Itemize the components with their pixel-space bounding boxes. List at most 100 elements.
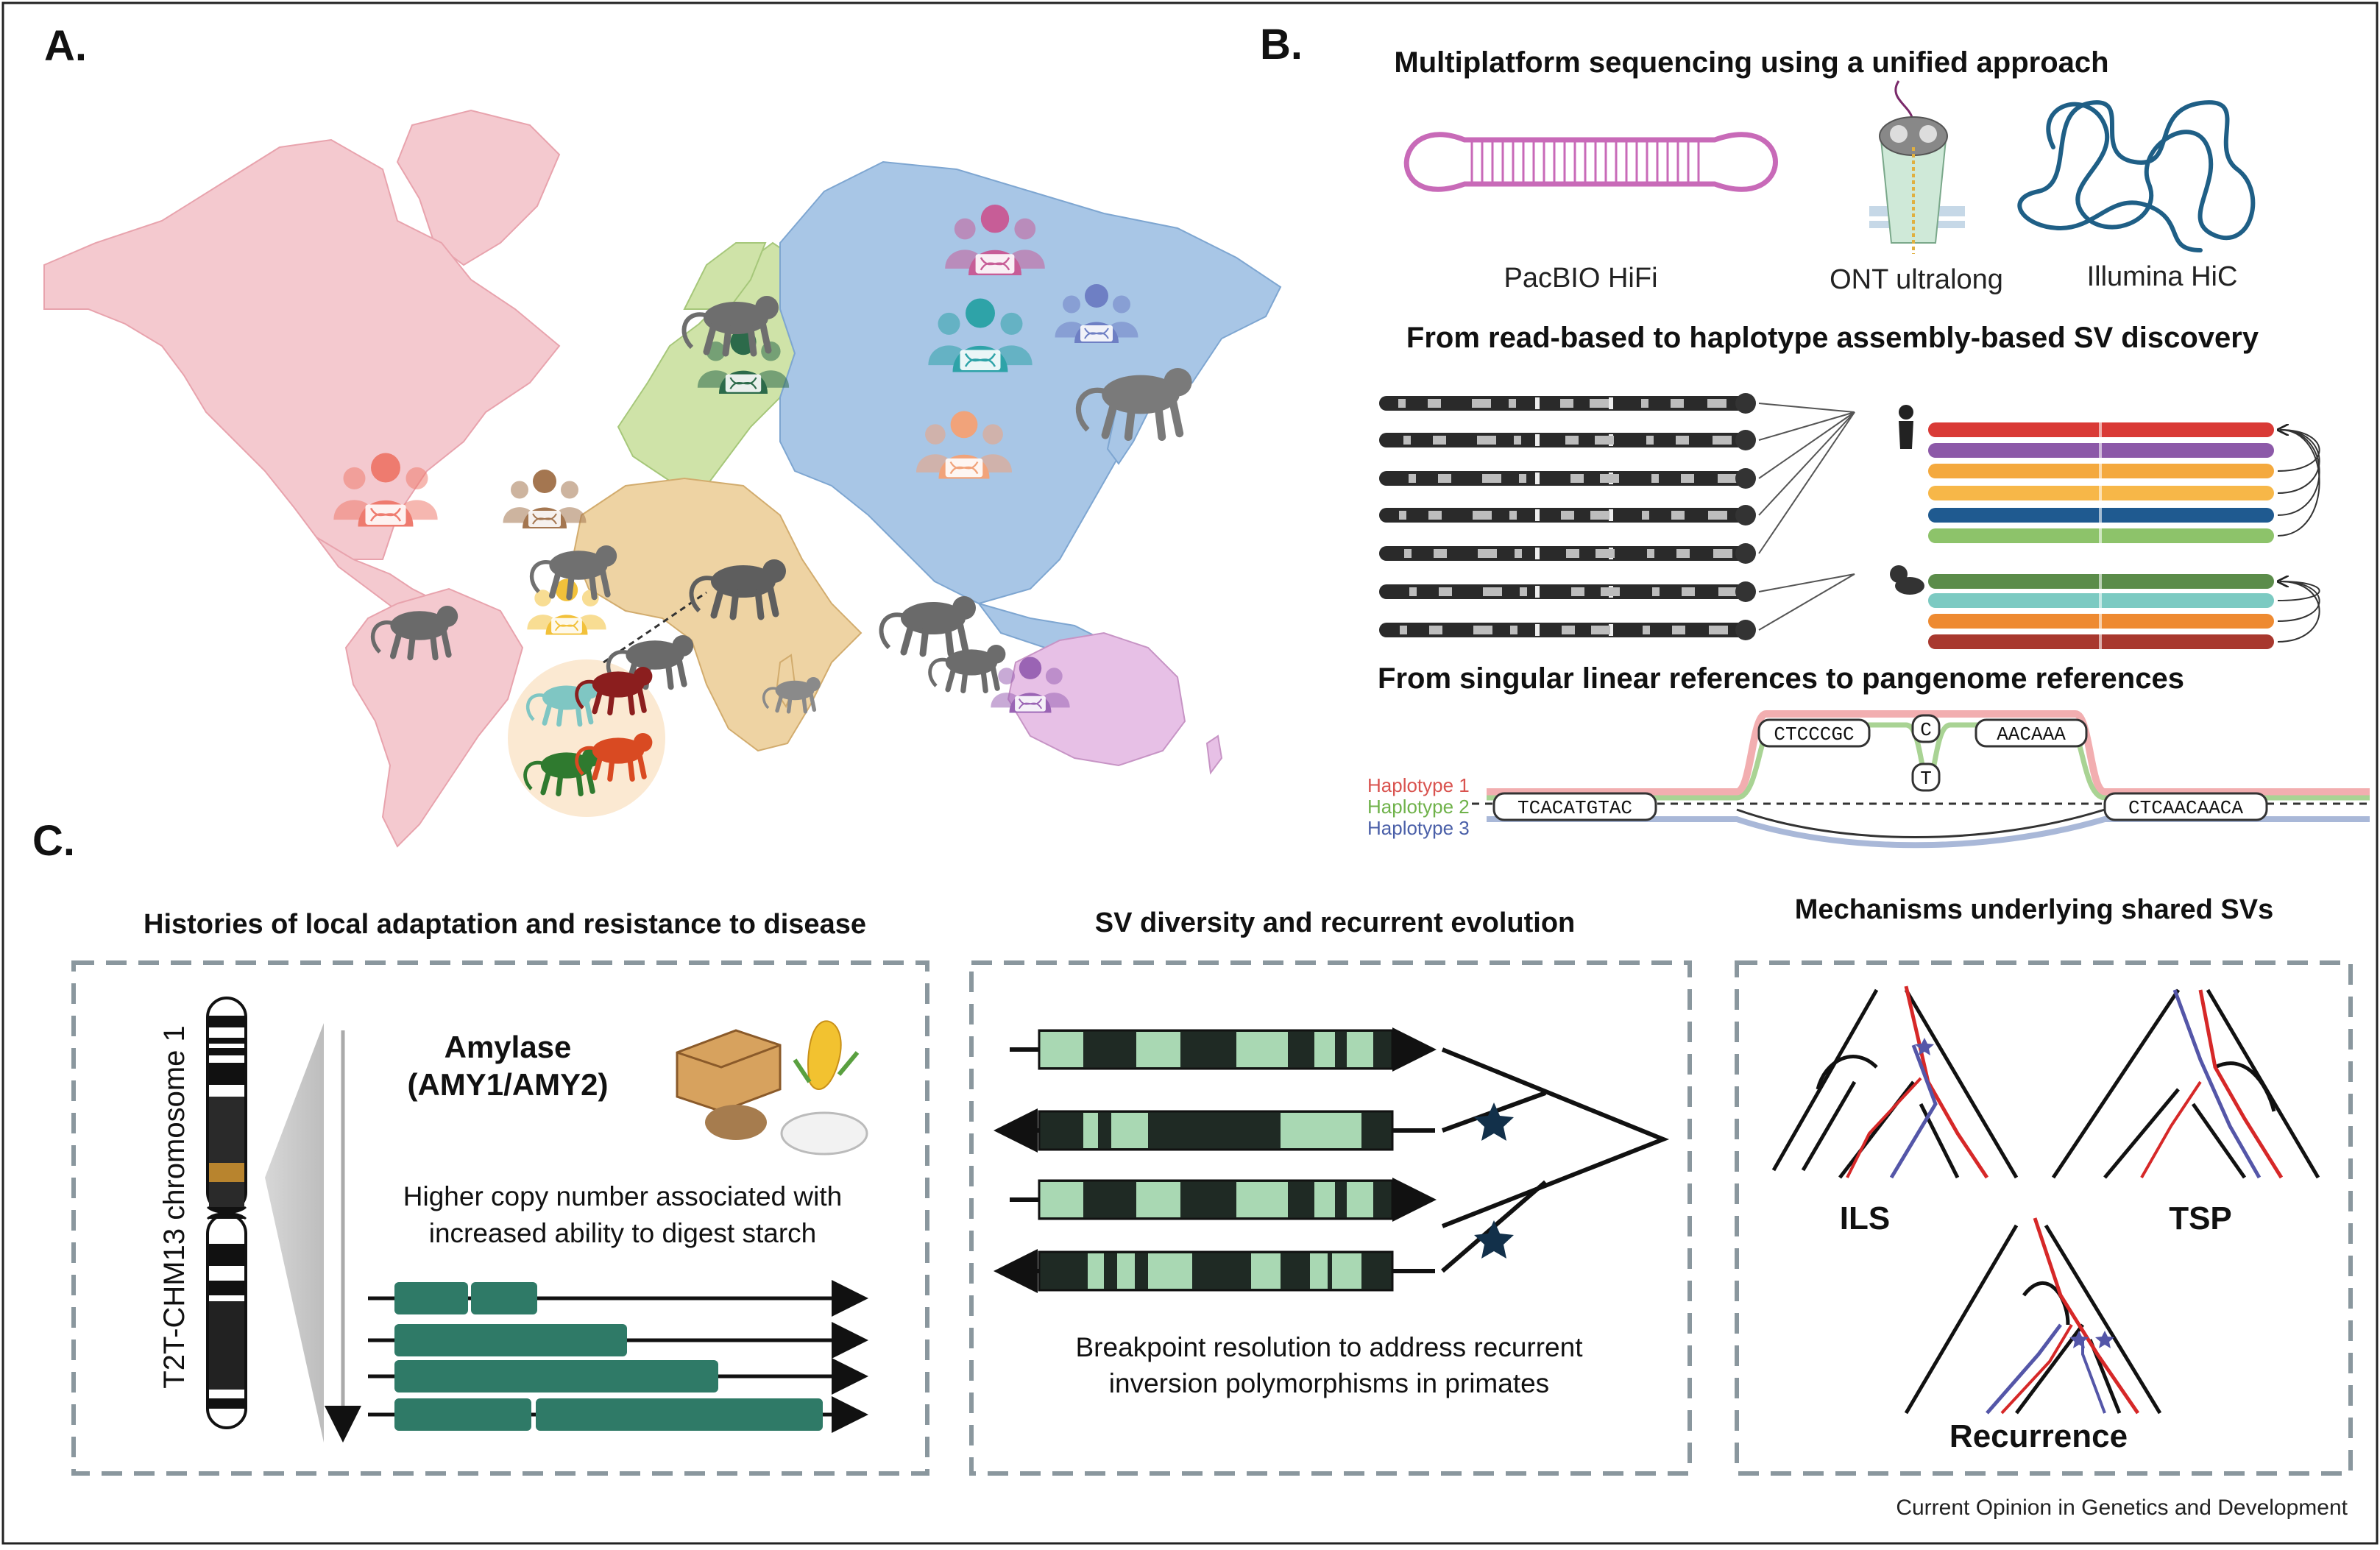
mechanisms-title: Mechanisms underlying shared SVs [1795, 894, 2273, 925]
pangenome-node: CTCAACAACA [2103, 792, 2268, 821]
ils-tree [1771, 985, 2019, 1179]
read-chromosome [1379, 411, 1855, 564]
sv-diversity-box [969, 960, 1692, 1476]
population-group [1055, 284, 1138, 343]
south-america-landmass [344, 587, 524, 848]
inversion-haplotype-row [1010, 1027, 1437, 1072]
primate-silhouette [529, 545, 617, 601]
primate-silhouette [575, 733, 653, 782]
world-map [43, 109, 1282, 848]
inversion-star-2 [1474, 1220, 1514, 1259]
ont-nanopore-icon [1869, 80, 1965, 254]
panel-a-letter: A. [44, 22, 87, 70]
svg-text:T: T [1920, 768, 1932, 790]
mechanisms-box [1735, 960, 2353, 1476]
svg-text:CTCCCGC: CTCCCGC [1774, 723, 1854, 746]
population-group [928, 298, 1033, 372]
recurrence-label: Recurrence [1949, 1418, 2128, 1454]
sv-diversity-title: SV diversity and recurrent evolution [1095, 907, 1576, 938]
primate-silhouette [575, 667, 653, 716]
panel-b-letter: B. [1260, 21, 1303, 68]
australia-landmass [1007, 631, 1186, 767]
population-icons [333, 205, 1138, 713]
read-chromosome [1379, 411, 1855, 489]
copy-number-desc-2: increased ability to digest starch [429, 1218, 817, 1248]
ont-label: ONT ultralong [1830, 264, 2003, 295]
primate-silhouette [762, 677, 821, 714]
primate-silhouette [681, 296, 779, 357]
haplotype-2-label: Haplotype 2 [1367, 796, 1470, 818]
inversion-star-1 [1474, 1103, 1514, 1141]
pangenome-heading: From singular linear references to pange… [1378, 662, 2184, 695]
adaptation-title: Histories of local adaptation and resist… [144, 909, 866, 940]
haplotype-1-label: Haplotype 1 [1367, 774, 1470, 796]
copy-number-desc-1: Higher copy number associated with [403, 1181, 842, 1211]
population-group [333, 453, 438, 527]
amylase-copy-row [368, 1280, 868, 1317]
amylase-copy-row [368, 1396, 868, 1433]
breakpoint-desc-2: inversion polymorphisms in primates [1109, 1368, 1549, 1398]
haplotype-assembly-tracks [1890, 405, 2320, 649]
read-based-chromosomes [1379, 393, 1855, 640]
primate-silhouette [689, 559, 786, 620]
panel-c-letter: C. [32, 817, 75, 865]
primate-silhouette [928, 645, 1006, 694]
human-icon [1899, 405, 1913, 420]
inversion-haplotype-row [994, 1108, 1435, 1153]
hic-label: Illumina HiC [2087, 261, 2238, 292]
primate-silhouette [879, 596, 976, 657]
breakpoint-desc-1: Breakpoint resolution to address recurre… [1076, 1332, 1584, 1362]
read-chromosome [1379, 573, 1855, 640]
pangenome-node: AACAAA [1975, 718, 2088, 748]
read-chromosome [1379, 411, 1855, 450]
pangenome-node: CTCCCGC [1757, 718, 1871, 748]
pangenome-node: TCACATGTAC [1492, 792, 1657, 821]
tsp-label: TSP [2169, 1200, 2232, 1236]
amylase-gene-copies [368, 1280, 868, 1433]
population-group [697, 329, 790, 394]
haplotype-3-label: Haplotype 3 [1367, 817, 1470, 839]
svg-text:TCACATGTAC: TCACATGTAC [1517, 797, 1632, 819]
population-group [916, 411, 1012, 479]
primate-silhouettes [370, 296, 1192, 797]
svg-text:CTCAACAACA: CTCAACAACA [2128, 797, 2243, 819]
pacbio-hifi-icon [1403, 132, 1778, 192]
north-america-landmass [43, 138, 561, 560]
sv-discovery-heading: From read-based to haplotype assembly-ba… [1406, 322, 2259, 354]
inversion-haplotype-row [1010, 1178, 1437, 1222]
starch-foods-icon [676, 1020, 868, 1156]
new-zealand-landmass [1205, 735, 1223, 775]
population-group [945, 205, 1045, 275]
illumina-hic-icon [2017, 100, 2256, 252]
primate-silhouette [370, 606, 458, 661]
read-chromosome [1379, 411, 1855, 525]
sequencing-heading: Multiplatform sequencing using a unified… [1394, 46, 2108, 79]
greenland-landmass [396, 109, 561, 266]
primate-silhouette [1075, 368, 1192, 442]
svg-text:AACAAA: AACAAA [1997, 723, 2066, 746]
pangenome-node: C [1911, 714, 1941, 743]
asia-landmass [779, 160, 1282, 605]
journal-footer: Current Opinion in Genetics and Developm… [1896, 1496, 2348, 1520]
read-chromosome [1379, 573, 1855, 602]
inversion-haplotypes [994, 1027, 1437, 1293]
chromosome-label: T2T-CHM13 chromosome 1 [158, 1025, 191, 1388]
ils-label: ILS [1840, 1200, 1890, 1236]
chromosome-ideogram [206, 997, 247, 1429]
tsp-tree [2051, 988, 2320, 1179]
population-group [503, 470, 587, 528]
zoom-wedge [265, 1023, 324, 1443]
gene-symbol: (AMY1/AMY2) [407, 1067, 608, 1102]
amylase-copy-row [368, 1322, 868, 1359]
population-group [991, 657, 1070, 713]
read-chromosome [1379, 393, 1855, 414]
adaptation-box [71, 960, 929, 1476]
inversion-tree [1441, 1047, 1670, 1273]
inversion-haplotype-row [994, 1249, 1435, 1293]
pacbio-label: PacBIO HiFi [1504, 263, 1657, 294]
pangenome-nodes: TCACATGTAC CTCCCGC C T AACAAA CTCAACAACA [1492, 714, 2268, 821]
recurrence-tree [1904, 1217, 2162, 1415]
